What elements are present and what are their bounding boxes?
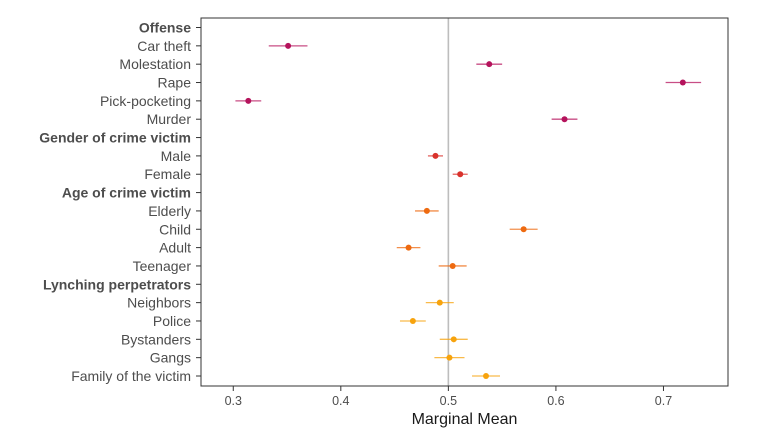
y-tick-label: Car theft [137, 38, 191, 54]
plot-panel [200, 17, 729, 387]
x-tick-label: 0.7 [655, 394, 672, 408]
data-point [432, 152, 439, 159]
y-tick-label: Child [159, 221, 191, 237]
y-group-label: Lynching perpetrators [43, 276, 191, 292]
data-point [245, 97, 252, 104]
data-point [679, 79, 686, 86]
y-tick-label: Female [144, 166, 191, 182]
x-tick-label: 0.4 [332, 394, 349, 408]
data-point [486, 61, 493, 68]
x-axis-title: Marginal Mean [412, 411, 518, 428]
x-tick-label: 0.6 [547, 394, 564, 408]
y-group-label: Age of crime victim [62, 185, 191, 201]
y-tick-label: Bystanders [121, 331, 191, 347]
data-point [450, 336, 457, 343]
y-group-label: Offense [139, 20, 191, 36]
y-tick-label: Police [153, 313, 191, 329]
x-tick-label: 0.5 [440, 394, 457, 408]
y-group-label: Gender of crime victim [39, 130, 191, 146]
data-point [457, 171, 464, 178]
data-point [285, 42, 292, 49]
y-tick-label: Molestation [119, 56, 191, 72]
y-tick-label: Teenager [133, 258, 192, 274]
y-tick-label: Adult [159, 240, 191, 256]
y-tick-label: Family of the victim [71, 368, 191, 384]
data-point [449, 262, 456, 269]
data-point [405, 244, 412, 251]
data-point [409, 317, 416, 324]
y-tick-label: Rape [158, 75, 192, 91]
data-point [446, 354, 453, 361]
data-point [483, 373, 490, 379]
x-tick-label: 0.3 [225, 394, 242, 408]
data-point [520, 226, 527, 233]
data-point [423, 207, 430, 214]
y-tick-label: Pick-pocketing [100, 93, 191, 109]
y-tick-label: Gangs [150, 350, 191, 366]
y-tick-label: Elderly [148, 203, 191, 219]
y-tick-label: Murder [147, 111, 192, 127]
y-tick-label: Neighbors [127, 295, 191, 311]
data-point [561, 116, 568, 123]
data-point [436, 299, 443, 306]
y-tick-label: Male [161, 148, 192, 164]
